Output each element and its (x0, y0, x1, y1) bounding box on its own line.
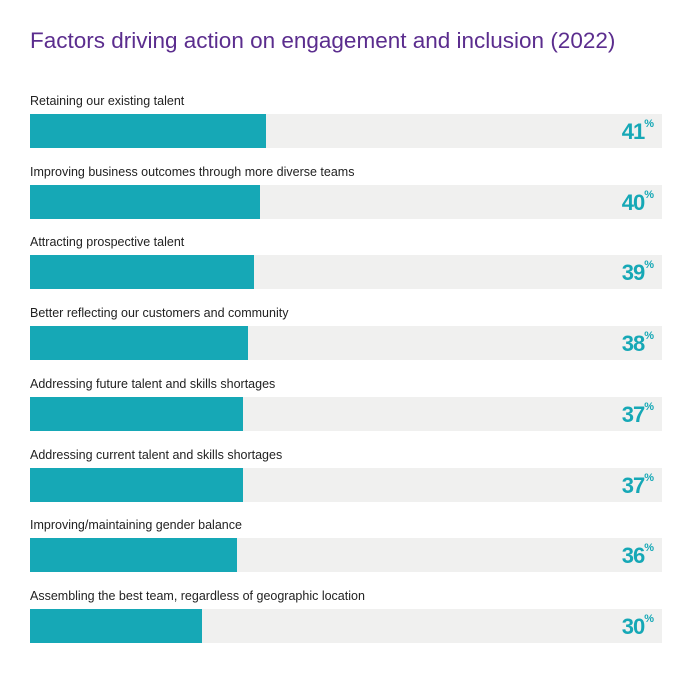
bar-row: Addressing current talent and skills sho… (30, 448, 662, 508)
value-unit: % (644, 118, 654, 130)
bar-track: 40% (30, 184, 662, 219)
value-unit: % (644, 188, 654, 201)
value-number: 30 (621, 613, 646, 639)
bar-track: 30% (30, 608, 662, 643)
data-label: 41% (621, 118, 654, 145)
bar (30, 184, 260, 219)
bar-row: Improving business outcomes through more… (30, 165, 662, 225)
value-unit: % (644, 471, 654, 484)
value-number: 41 (621, 119, 646, 144)
category-label: Improving/maintaining gender balance (30, 518, 242, 533)
value-number: 37 (621, 472, 646, 498)
bar (30, 114, 266, 148)
data-label: 37% (621, 471, 654, 499)
category-label: Addressing current talent and skills sho… (30, 447, 283, 462)
data-label: 37% (621, 400, 654, 428)
bar-track: 38% (30, 326, 662, 361)
bar (30, 467, 243, 502)
bar-track: 36% (30, 538, 662, 573)
category-label: Better reflecting our customers and comm… (30, 306, 289, 321)
bar-row: Addressing future talent and skills shor… (30, 377, 662, 437)
bar (30, 326, 249, 361)
bar-row: Improving/maintaining gender balance 36% (30, 518, 662, 578)
value-number: 40 (621, 189, 646, 215)
category-label: Addressing future talent and skills shor… (30, 376, 276, 391)
bar (30, 608, 203, 643)
value-unit: % (644, 400, 654, 413)
bar (30, 538, 237, 573)
data-label: 39% (621, 259, 654, 286)
bar-row: Better reflecting our customers and comm… (30, 306, 662, 366)
bar-track: 37% (30, 467, 662, 502)
data-label: 36% (621, 542, 654, 569)
value-unit: % (644, 259, 654, 272)
category-label: Assembling the best team, regardless of … (30, 588, 365, 603)
chart-title: Factors driving action on engagement and… (30, 28, 616, 53)
bar-track: 37% (30, 396, 662, 431)
value-unit: % (644, 330, 654, 343)
value-number: 39 (621, 260, 646, 286)
value-number: 38 (621, 331, 646, 357)
bar-row: Assembling the best team, regardless of … (30, 589, 662, 649)
value-unit: % (644, 542, 654, 555)
data-label: 38% (621, 330, 654, 357)
bar-row: Attracting prospective talent 39% (30, 235, 662, 295)
bar (30, 255, 255, 290)
category-label: Improving business outcomes through more… (30, 164, 355, 179)
bar-row: Retaining our existing talent 41% (30, 94, 662, 154)
data-label: 30% (621, 612, 654, 640)
value-unit: % (644, 612, 654, 625)
value-number: 37 (621, 401, 646, 427)
value-number: 36 (621, 543, 646, 569)
bar (30, 396, 243, 431)
bar-track: 39% (30, 255, 662, 290)
data-label: 40% (621, 188, 654, 216)
category-label: Retaining our existing talent (30, 94, 185, 108)
category-label: Attracting prospective talent (30, 235, 185, 250)
bar-track: 41% (30, 114, 662, 148)
